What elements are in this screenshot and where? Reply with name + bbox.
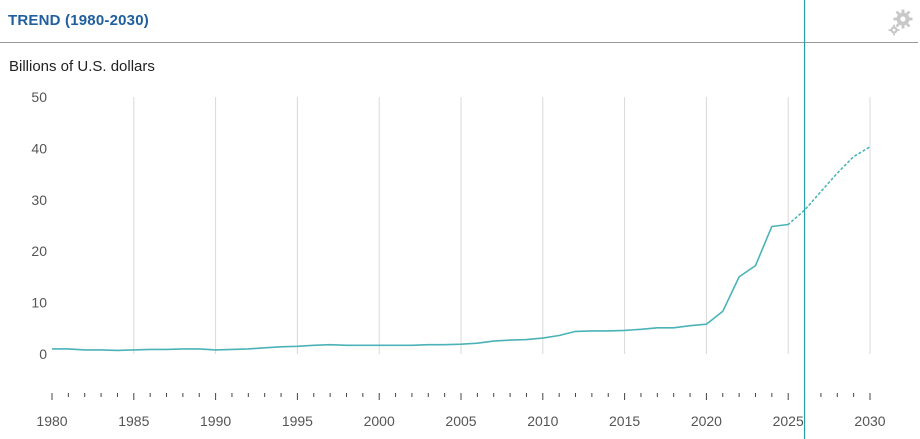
- y-tick-20: 20: [31, 243, 47, 259]
- x-tick-2030: 2030: [854, 413, 885, 429]
- x-tick-2005: 2005: [445, 413, 476, 429]
- historical-line: [52, 223, 789, 352]
- y-tick-50: 50: [31, 89, 47, 105]
- y-tick-10: 10: [31, 295, 47, 311]
- gear-icon[interactable]: [888, 8, 914, 36]
- x-tick-1985: 1985: [118, 413, 149, 429]
- x-tick-2010: 2010: [527, 413, 558, 429]
- x-tick-1995: 1995: [282, 413, 313, 429]
- x-tick-2020: 2020: [691, 413, 722, 429]
- y-tick-40: 40: [31, 140, 47, 156]
- x-tick-2000: 2000: [364, 413, 395, 429]
- header-divider: [0, 42, 918, 43]
- y-tick-30: 30: [31, 192, 47, 208]
- x-tick-1990: 1990: [200, 413, 231, 429]
- y-axis-label: Billions of U.S. dollars: [9, 58, 155, 75]
- x-tick-2025: 2025: [773, 413, 804, 429]
- x-tick-1980: 1980: [36, 413, 67, 429]
- projection-line: [787, 146, 871, 226]
- x-tick-2015: 2015: [609, 413, 640, 429]
- y-tick-0: 0: [39, 346, 47, 362]
- chart-title: TREND (1980-2030): [8, 12, 149, 29]
